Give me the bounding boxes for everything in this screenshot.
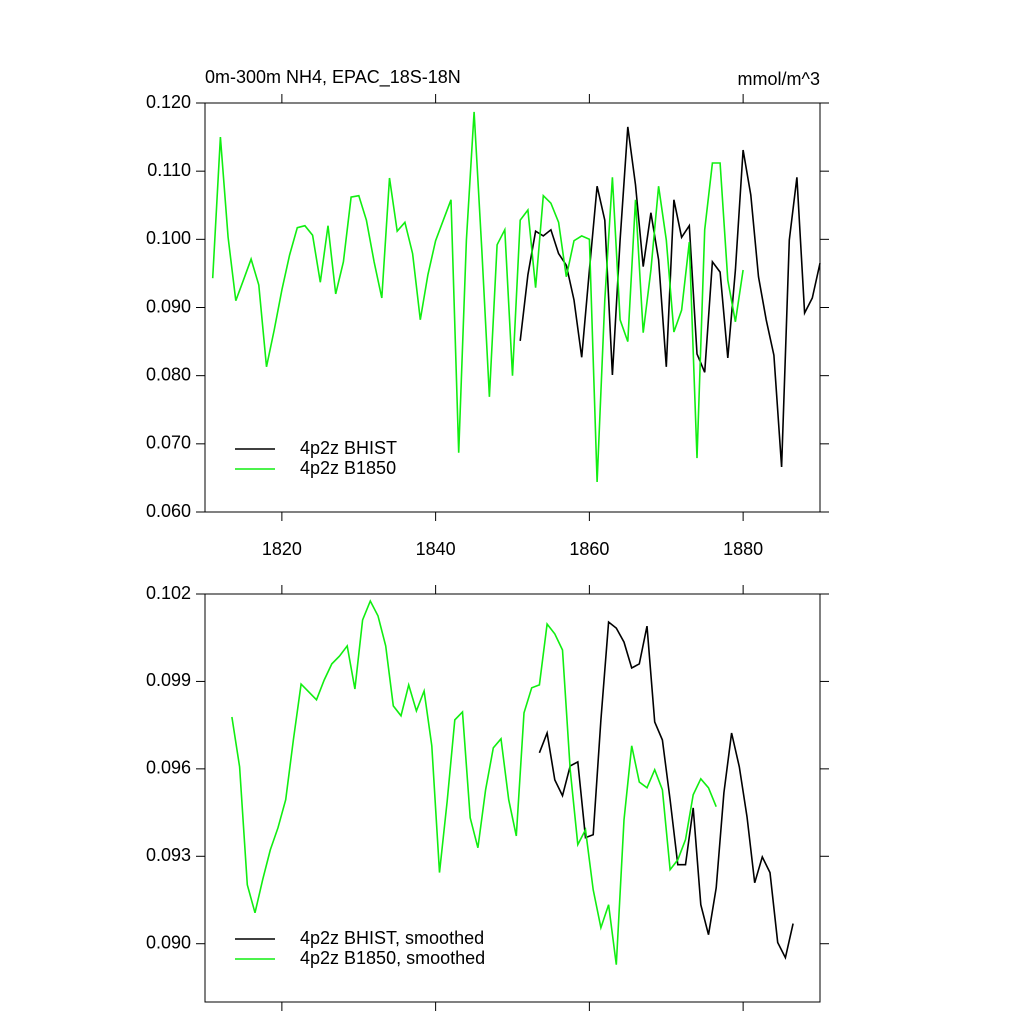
x-tick-label: 1880 [723, 539, 763, 559]
x-tick-label: 1820 [262, 539, 302, 559]
y-tick-label: 0.090 [146, 932, 191, 952]
series-line [519, 126, 821, 468]
y-tick-label: 0.099 [146, 670, 191, 690]
legend-label: 4p2z B1850 [300, 458, 396, 478]
y-tick-label: 0.090 [146, 296, 191, 316]
y-tick-label: 0.096 [146, 758, 191, 778]
x-tick-label: 1840 [416, 539, 456, 559]
y-tick-label: 0.102 [146, 583, 191, 603]
legend-label: 4p2z B1850, smoothed [300, 948, 485, 968]
y-tick-label: 0.120 [146, 92, 191, 112]
y-tick-label: 0.110 [147, 160, 191, 180]
series-line [231, 599, 717, 965]
y-tick-label: 0.100 [146, 228, 191, 248]
series-line [211, 111, 744, 483]
chart-title: 0m-300m NH4, EPAC_18S-18N [205, 67, 461, 88]
legend-label: 4p2z BHIST, smoothed [300, 928, 484, 948]
y-tick-label: 0.070 [146, 433, 191, 453]
legend-label: 4p2z BHIST [300, 438, 397, 458]
y-tick-label: 0.080 [146, 364, 191, 384]
y-tick-label: 0.093 [146, 845, 191, 865]
x-tick-label: 1860 [569, 539, 609, 559]
y-tick-label: 0.060 [146, 501, 191, 521]
plot-frame [204, 593, 821, 1003]
units-label: mmol/m^3 [738, 69, 820, 89]
series-line [538, 620, 794, 961]
plot-frame [204, 102, 821, 513]
